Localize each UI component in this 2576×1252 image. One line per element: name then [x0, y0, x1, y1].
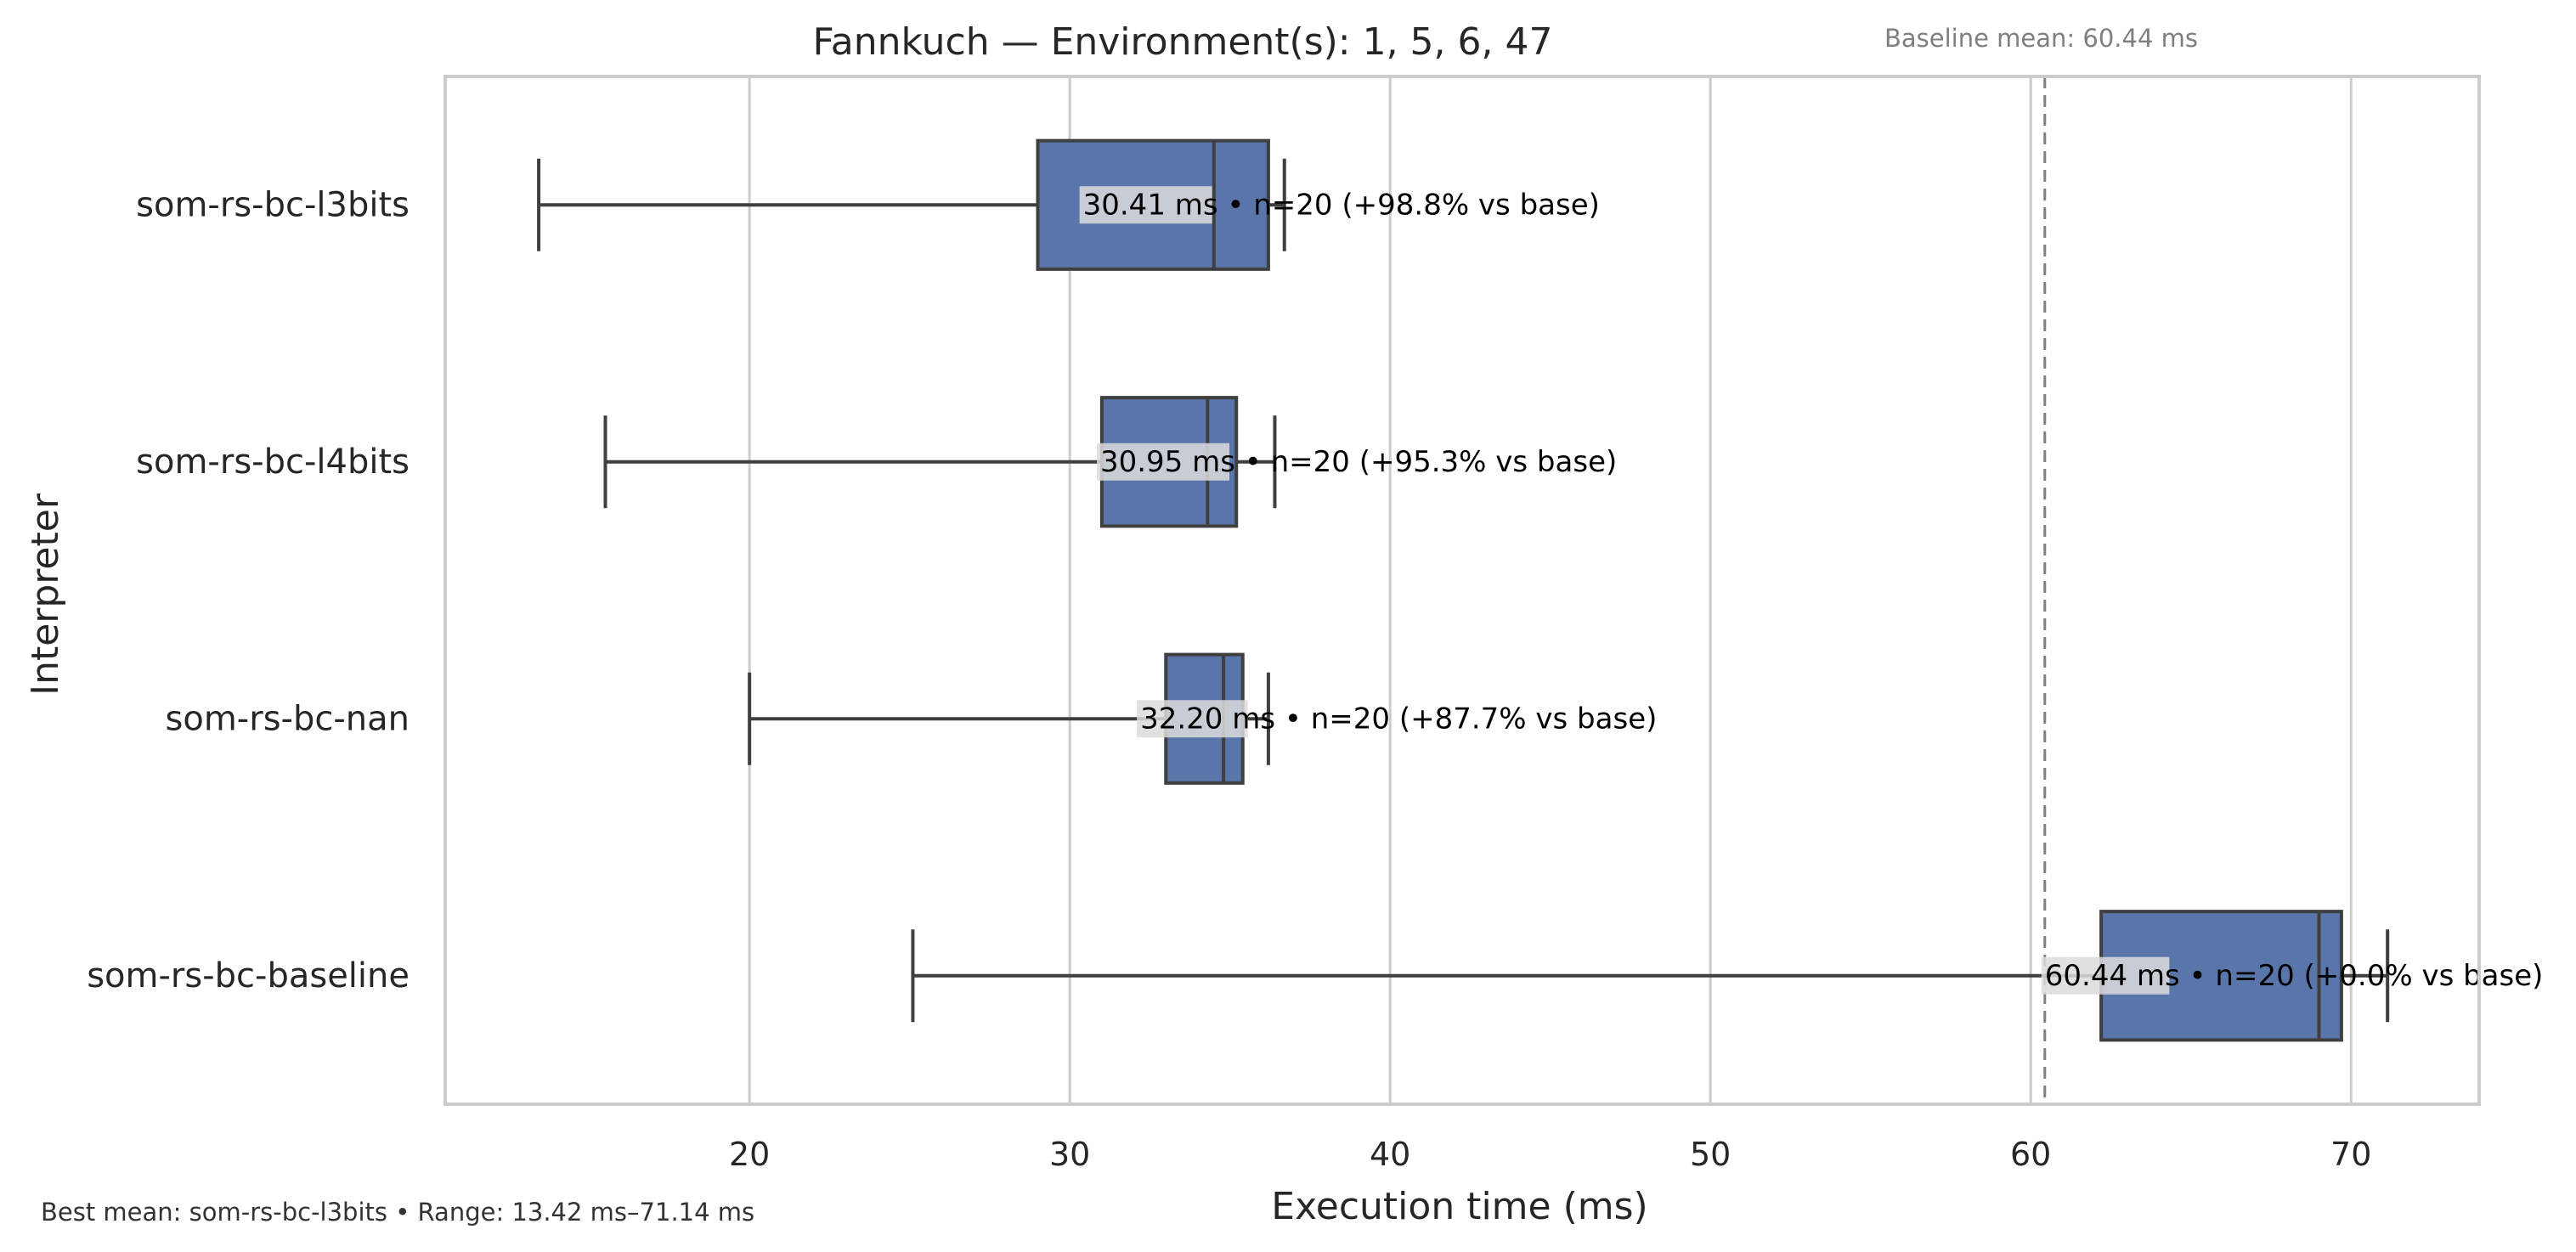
- data-label-text: 30.95 ms • n=20 (+95.3% vs base): [1100, 445, 1617, 479]
- plot-frame: [443, 75, 2481, 1106]
- category-label-som-rs-bc-l4bits: som-rs-bc-l4bits: [136, 443, 410, 482]
- x-tick-label-60: 60: [2010, 1136, 2051, 1173]
- category-label-som-rs-bc-l3bits: som-rs-bc-l3bits: [136, 185, 410, 224]
- x-tick-label-20: 20: [729, 1136, 770, 1173]
- baseline-mean-note: Baseline mean: 60.44 ms: [1884, 24, 2198, 53]
- data-label-som-rs-bc-l3bits: 30.41 ms • n=20 (+98.8% vs base): [1079, 186, 1600, 224]
- y-axis-label: Interpreter: [24, 493, 67, 696]
- box-group-som-rs-bc-l3bits: [537, 138, 1286, 271]
- x-tick-label-50: 50: [1690, 1136, 1731, 1173]
- data-label-text: 32.20 ms • n=20 (+87.7% vs base): [1140, 702, 1657, 736]
- y-category-labels: som-rs-bc-l3bits som-rs-bc-l4bits som-rs-b…: [87, 185, 410, 995]
- x-tick-label-30: 30: [1049, 1136, 1090, 1173]
- data-label-text: 60.44 ms • n=20 (+0.0% vs base): [2045, 959, 2544, 993]
- x-tick-label-40: 40: [1370, 1136, 1410, 1173]
- data-labels: 30.41 ms • n=20 (+98.8% vs base) 30.95 ms…: [1079, 186, 2544, 995]
- data-label-background: [1137, 700, 1248, 738]
- footnote: Best mean: som-rs-bc-l3bits • Range: 13.…: [41, 1198, 754, 1227]
- category-label-som-rs-bc-nan: som-rs-bc-nan: [166, 699, 410, 738]
- data-label-text: 30.41 ms • n=20 (+98.8% vs base): [1083, 188, 1600, 222]
- category-label-som-rs-bc-baseline: som-rs-bc-baseline: [87, 956, 410, 995]
- data-label-background: [1096, 443, 1230, 481]
- x-tick-label-70: 70: [2330, 1136, 2371, 1173]
- data-label-som-rs-bc-baseline: 60.44 ms • n=20 (+0.0% vs base): [2041, 956, 2544, 995]
- x-axis-label: Execution time (ms): [1271, 1185, 1647, 1228]
- data-label-som-rs-bc-nan: 32.20 ms • n=20 (+87.7% vs base): [1137, 700, 1657, 738]
- data-label-som-rs-bc-l4bits: 30.95 ms • n=20 (+95.3% vs base): [1096, 443, 1617, 481]
- data-label-background: [1079, 186, 1212, 224]
- chart-title: Fannkuch — Environment(s): 1, 5, 6, 47: [813, 20, 1553, 64]
- x-tick-labels: 20 30 40 50 60 70: [729, 1136, 2371, 1173]
- data-label-background: [2041, 956, 2170, 995]
